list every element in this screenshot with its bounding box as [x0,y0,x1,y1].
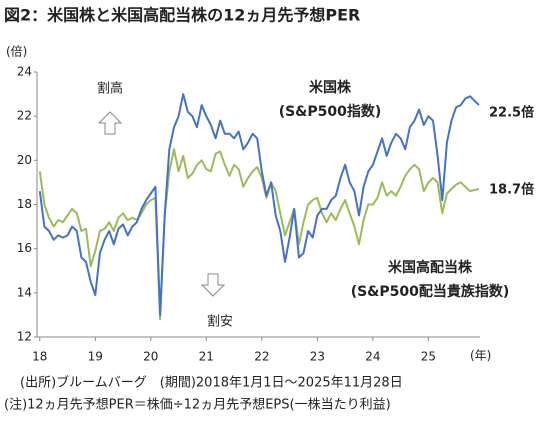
x-tick-label: 18 [32,350,47,364]
y-tick-label: 16 [17,241,32,255]
series-label: (S&P500指数) [279,103,382,120]
y-tick-label: 14 [17,285,32,299]
x-tick-label: 21 [199,350,214,364]
x-axis-label: (年) [470,349,491,363]
chart-title: 図2：米国株と米国高配当株の12ヵ月先予想PER [4,6,360,25]
x-tick-label: 22 [254,350,269,364]
note: (出所)ブルームバーグ (期間)2018年1月1日～2025年11月28日 [20,375,403,391]
arrow-down [200,273,226,297]
x-tick-label: 24 [365,350,380,364]
y-axis-label: (倍) [6,44,27,59]
end-label: 22.5倍 [489,105,534,121]
annotation: 割高 [97,81,123,97]
y-tick-label: 12 [17,330,32,344]
series-label: (S&P500配当貴族指数) [351,283,510,300]
annotation: 割安 [207,314,233,330]
x-tick-label: 23 [310,350,325,364]
y-tick-label: 18 [17,197,32,211]
x-tick-label: 25 [421,350,436,364]
x-tick-label: 19 [88,350,103,364]
x-tick-label: 20 [143,350,158,364]
series-label: 米国高配当株 [388,259,473,276]
end-label: 18.7倍 [489,182,534,198]
y-tick-label: 24 [17,65,32,79]
series-line [38,93,480,316]
series-line [38,148,480,321]
y-tick-label: 20 [17,153,32,167]
y-tick-label: 22 [17,109,32,123]
note: (注)12ヵ月先予想PER＝株価÷12ヵ月先予想EPS(一株当たり利益) [4,397,391,413]
series-label: 米国株 [309,79,352,96]
arrow-up [97,111,123,135]
